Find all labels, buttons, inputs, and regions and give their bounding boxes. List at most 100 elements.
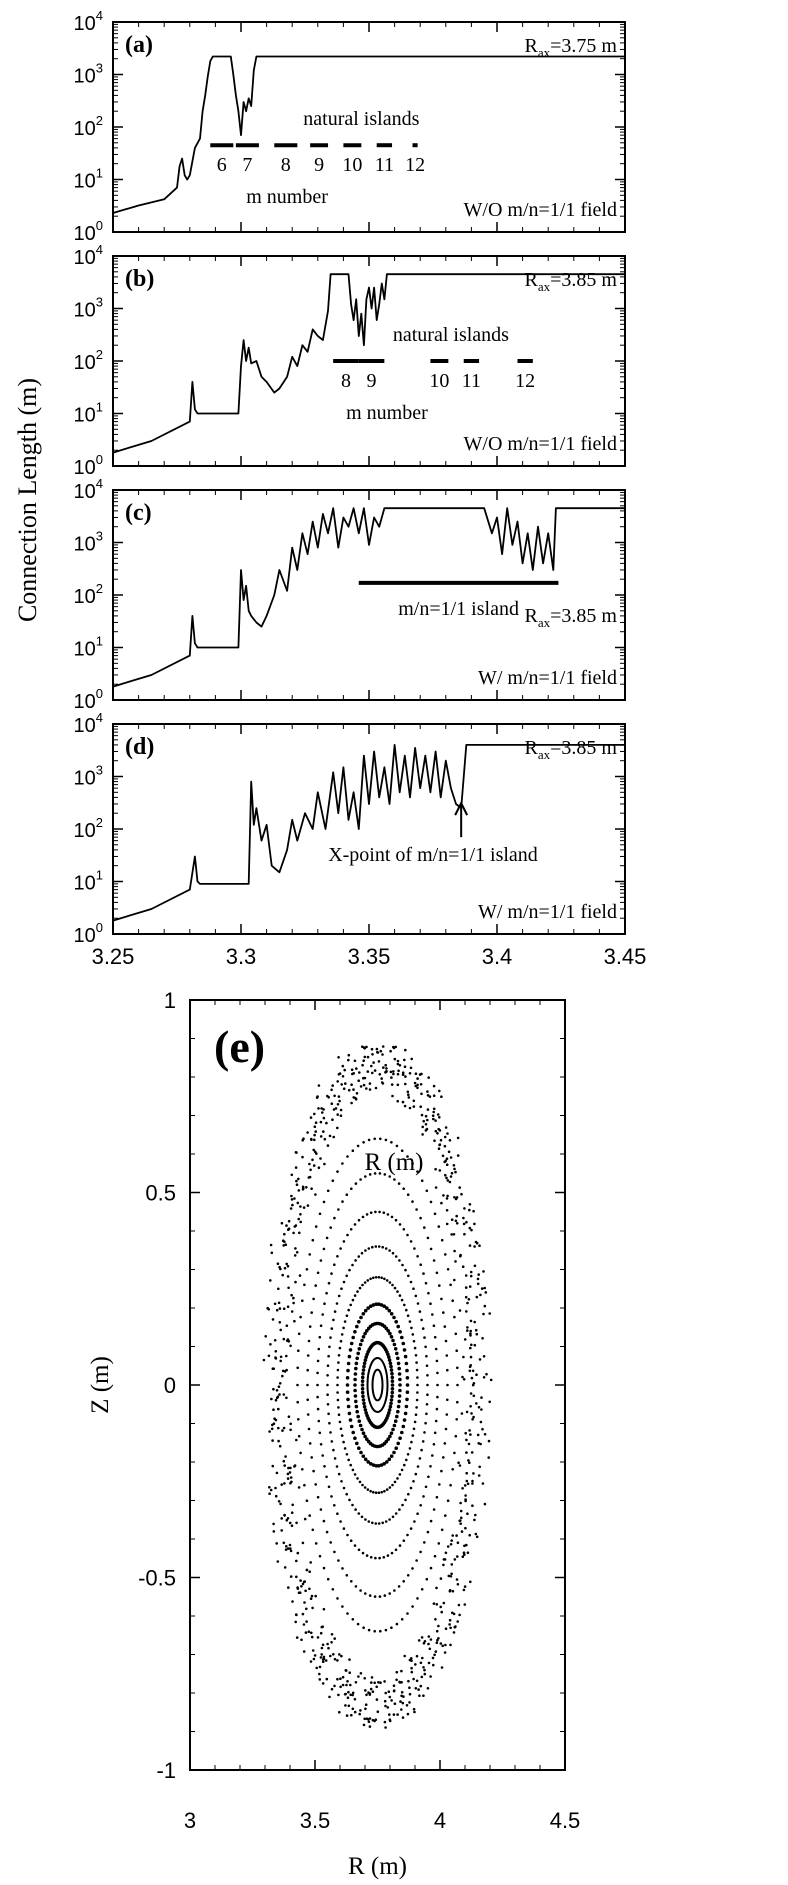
poincare-point xyxy=(394,1512,398,1515)
poincare-point xyxy=(470,1451,474,1454)
poincare-point xyxy=(384,1691,388,1695)
poincare-point xyxy=(408,1686,411,1689)
poincare-point xyxy=(346,1680,349,1683)
poincare-point xyxy=(437,1127,441,1131)
poincare-point xyxy=(409,1280,413,1284)
poincare-point xyxy=(406,1712,410,1716)
poincare-point xyxy=(351,1707,355,1711)
poincare-point xyxy=(277,1287,280,1291)
poincare-point xyxy=(453,1315,456,1319)
poincare-point xyxy=(275,1389,279,1392)
poincare-point xyxy=(401,1100,405,1104)
m-number-label: 11 xyxy=(375,154,394,176)
poincare-point xyxy=(302,1650,306,1653)
poincare-point xyxy=(342,1527,346,1530)
poincare-point xyxy=(440,1095,443,1098)
poincare-point xyxy=(340,1287,343,1290)
poincare-point xyxy=(341,1683,345,1687)
poincare-point xyxy=(469,1270,473,1274)
poincare-point xyxy=(449,1156,453,1159)
poincare-point xyxy=(451,1534,455,1537)
poincare-point xyxy=(297,1349,300,1352)
poincare-point xyxy=(365,1693,368,1697)
poincare-point xyxy=(429,1519,433,1523)
poincare-point xyxy=(313,1138,316,1142)
poincare-point xyxy=(393,1480,397,1484)
poincare-point xyxy=(322,1247,326,1251)
poincare-point xyxy=(419,1083,423,1086)
poincare-point xyxy=(422,1272,425,1275)
poincare-point xyxy=(369,1462,373,1466)
poincare-point xyxy=(340,1083,344,1086)
poincare-point xyxy=(423,1668,426,1672)
poincare-point xyxy=(456,1555,459,1558)
poincare-point xyxy=(388,1592,392,1595)
poincare-point xyxy=(418,1457,422,1460)
poincare-point xyxy=(287,1227,291,1231)
m-number-label: 12 xyxy=(515,370,535,392)
flux-surface xyxy=(336,1276,419,1494)
poincare-point xyxy=(363,1677,367,1680)
poincare-point xyxy=(432,1094,436,1097)
poincare-point xyxy=(328,1421,331,1425)
poincare-point xyxy=(346,1696,350,1699)
poincare-point xyxy=(479,1420,483,1424)
poincare-point xyxy=(274,1494,278,1498)
poincare-point xyxy=(356,1144,360,1148)
poincare-point xyxy=(342,1240,346,1243)
poincare-point xyxy=(330,1641,333,1644)
poincare-point xyxy=(362,1046,366,1049)
poincare-point xyxy=(385,1306,389,1310)
poincare-point xyxy=(416,1255,419,1258)
x-tick-label: 3.5 xyxy=(300,1808,331,1833)
poincare-point xyxy=(279,1355,283,1359)
poincare-point xyxy=(369,1556,373,1559)
poincare-point xyxy=(332,1135,336,1139)
poincare-point xyxy=(380,1077,384,1080)
poincare-point xyxy=(393,1347,398,1351)
poincare-point xyxy=(302,1137,305,1140)
poincare-point xyxy=(402,1187,406,1190)
poincare-point xyxy=(424,1114,428,1118)
poincare-point xyxy=(397,1182,401,1185)
poincare-point xyxy=(317,1419,321,1423)
poincare-point xyxy=(377,1276,381,1279)
poincare-point xyxy=(444,1643,447,1647)
poincare-point xyxy=(278,1307,282,1310)
poincare-point xyxy=(336,1677,339,1681)
poincare-point xyxy=(445,1222,449,1226)
poincare-point xyxy=(364,1703,368,1706)
poincare-point xyxy=(469,1329,473,1333)
poincare-point xyxy=(363,1408,368,1412)
poincare-point xyxy=(340,1654,343,1658)
poincare-point xyxy=(308,1587,311,1591)
x-axis-label: R (m) xyxy=(364,1149,423,1176)
poincare-point xyxy=(408,1320,412,1323)
poincare-point xyxy=(384,1726,387,1729)
poincare-point xyxy=(330,1272,333,1275)
poincare-point xyxy=(370,1064,373,1068)
poincare-point xyxy=(318,1678,322,1681)
poincare-point xyxy=(366,1460,371,1464)
poincare-point xyxy=(399,1700,402,1703)
poincare-point xyxy=(378,1556,381,1560)
x-tick-label: 3 xyxy=(184,1808,196,1833)
poincare-point xyxy=(355,1067,358,1070)
poincare-point xyxy=(425,1364,429,1367)
poincare-point xyxy=(281,1429,284,1432)
poincare-point xyxy=(354,1399,358,1404)
poincare-point xyxy=(460,1412,464,1415)
poincare-point xyxy=(388,1404,393,1409)
poincare-point xyxy=(392,1070,395,1073)
poincare-point xyxy=(392,1684,396,1687)
poincare-point xyxy=(289,1481,292,1485)
poincare-point xyxy=(488,1400,492,1404)
poincare-point xyxy=(312,1657,316,1661)
poincare-point xyxy=(393,1057,397,1061)
poincare-point xyxy=(342,1440,345,1444)
poincare-point xyxy=(450,1218,454,1221)
m-number-label: 6 xyxy=(217,154,227,176)
poincare-point xyxy=(473,1518,476,1522)
y-axis-label: Connection Length (m) xyxy=(13,378,42,622)
poincare-point xyxy=(316,1371,319,1375)
